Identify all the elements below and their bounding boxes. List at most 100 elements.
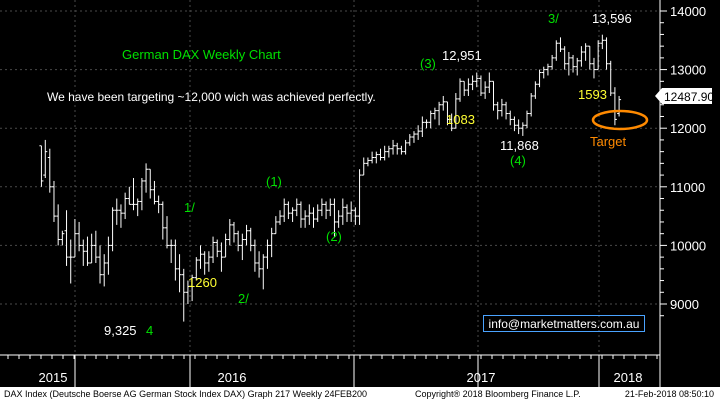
ohlc-bar — [386, 145, 391, 158]
ohlc-bar — [512, 116, 517, 132]
ohlc-bar — [441, 95, 446, 111]
footer-left: DAX Index (Deutsche Boerse AG German Sto… — [4, 389, 368, 399]
label-peak-12951: 12,951 — [442, 48, 482, 63]
ohlc-bar — [223, 233, 228, 258]
ohlc-bar — [533, 81, 538, 99]
ohlc-bar — [127, 186, 132, 205]
ohlc-bar — [118, 204, 123, 228]
ohlc-bar — [579, 46, 584, 67]
ohlc-bar — [361, 157, 366, 176]
ohlc-bar — [315, 204, 320, 222]
ohlc-bar — [458, 78, 463, 102]
ohlc-bar — [336, 210, 341, 228]
ohlc-bar — [39, 145, 44, 187]
ohlc-bar — [160, 201, 165, 240]
ohlc-bar — [520, 122, 525, 136]
ohlc-bar — [215, 239, 220, 258]
ohlc-bar — [135, 198, 140, 217]
ohlc-bar — [382, 145, 387, 161]
x-tick-label: 2015 — [39, 370, 68, 385]
ohlc-bar — [395, 142, 400, 155]
ohlc-bar — [340, 198, 345, 225]
ohlc-bar — [257, 251, 262, 278]
ohlc-bar — [152, 180, 157, 205]
ohlc-bar — [541, 66, 546, 79]
ohlc-bar — [123, 192, 128, 220]
ohlc-bar — [420, 116, 425, 137]
ohlc-bar — [206, 251, 211, 272]
y-tick-label: 13000 — [670, 63, 706, 78]
ohlc-bar — [177, 254, 182, 293]
ohlc-bar — [487, 72, 492, 94]
label-wave-4: (4) — [510, 153, 526, 168]
label-peak-13596: 13,596 — [592, 11, 632, 26]
ohlc-bar — [81, 239, 86, 266]
ohlc-bar — [411, 131, 416, 143]
gridlines — [0, 0, 660, 355]
ohlc-bar — [537, 69, 542, 88]
ohlc-bar — [432, 107, 437, 120]
ohlc-bar — [495, 101, 500, 120]
ohlc-bar — [617, 95, 622, 117]
ohlc-bar — [453, 93, 458, 129]
ohlc-bar — [416, 125, 421, 140]
last-price-box — [655, 88, 712, 104]
label-low-11868: 11,868 — [500, 138, 539, 153]
label-wave-2-small: 2/ — [238, 291, 249, 306]
bloomberg-footer: DAX Index (Deutsche Boerse AG German Sto… — [0, 387, 720, 402]
ohlc-bar — [508, 110, 513, 126]
ohlc-bar — [483, 81, 488, 99]
ohlc-bar — [466, 78, 471, 96]
ohlc-bar — [307, 204, 312, 225]
ohlc-bar — [499, 98, 504, 117]
chart-title: German DAX Weekly Chart — [122, 47, 281, 62]
ohlc-bar — [231, 221, 236, 243]
ohlc-bar — [357, 169, 362, 225]
footer-copyright: Copyright® 2018 Bloomberg Finance L.P. — [415, 389, 581, 399]
label-wave-2: (2) — [326, 229, 342, 244]
ohlc-bar — [545, 63, 550, 76]
ohlc-bar — [604, 37, 609, 70]
ohlc-bar — [202, 251, 207, 275]
ohlc-bar — [529, 93, 534, 117]
ohlc-bar — [252, 239, 257, 272]
label-wave-3-small: 3/ — [548, 11, 559, 26]
ohlc-bar — [554, 40, 559, 61]
ohlc-bar — [110, 207, 115, 252]
ohlc-bar — [353, 207, 358, 225]
label-wave-4-2016: 4 — [146, 323, 153, 338]
ohlc-bar — [596, 40, 601, 71]
ohlc-bar — [77, 221, 82, 252]
ohlc-bar — [198, 245, 203, 269]
ohlc-bar — [462, 80, 467, 96]
x-tick-label: 2017 — [467, 370, 496, 385]
ohlc-bar — [445, 101, 450, 126]
ohlc-bar — [219, 242, 224, 272]
ohlc-bar — [89, 233, 94, 264]
ohlc-bar — [550, 54, 555, 70]
ohlc-bar — [185, 280, 190, 304]
ohlc-bar — [169, 239, 174, 263]
last-price-label: 12487.90 — [664, 90, 714, 104]
ohlc-bar — [524, 110, 529, 129]
ohlc-bar — [244, 224, 249, 246]
ohlc-bar — [93, 230, 98, 263]
label-wave-3: (3) — [420, 56, 436, 71]
ohlc-bar — [571, 54, 576, 73]
ohlc-bar — [227, 219, 232, 246]
y-tick-label: 12000 — [670, 121, 706, 136]
ohlc-bar — [328, 198, 333, 217]
ohlc-bar — [265, 239, 270, 269]
ohlc-bar — [236, 230, 241, 252]
ohlc-bar — [311, 207, 316, 228]
chart-subtitle: We have been targeting ~12,000 wich was … — [47, 90, 376, 104]
ohlc-bar — [56, 204, 61, 246]
ohlc-bar — [144, 163, 149, 193]
ohlc-bar — [365, 157, 370, 167]
ohlc-bar — [428, 110, 433, 129]
ohlc-bar — [298, 201, 303, 228]
ohlc-bar — [282, 198, 287, 222]
ohlc-bar — [437, 101, 442, 126]
ohlc-bar — [319, 198, 324, 217]
ohlc-bar — [261, 254, 266, 290]
